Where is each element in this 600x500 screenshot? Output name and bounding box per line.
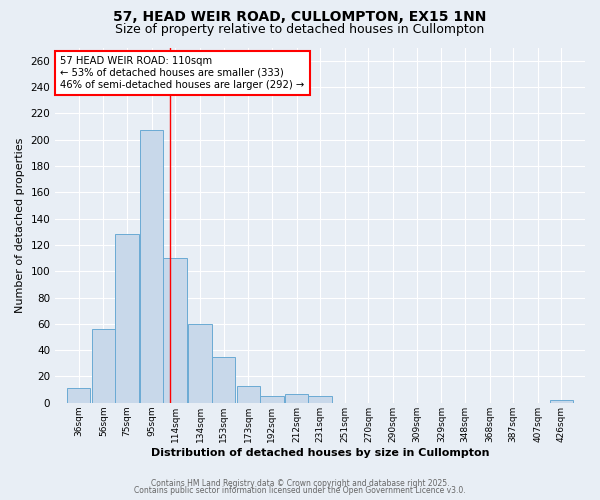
Bar [92,329,115,403]
Y-axis label: Number of detached properties: Number of detached properties [15,138,25,313]
Text: Size of property relative to detached houses in Cullompton: Size of property relative to detached ho… [115,22,485,36]
X-axis label: Distribution of detached houses by size in Cullompton: Distribution of detached houses by size … [151,448,490,458]
Text: 57, HEAD WEIR ROAD, CULLOMPTON, EX15 1NN: 57, HEAD WEIR ROAD, CULLOMPTON, EX15 1NN [113,10,487,24]
Bar [188,324,212,403]
Text: Contains public sector information licensed under the Open Government Licence v3: Contains public sector information licen… [134,486,466,495]
Bar [163,258,187,403]
Bar [236,386,260,403]
Text: 57 HEAD WEIR ROAD: 110sqm
← 53% of detached houses are smaller (333)
46% of semi: 57 HEAD WEIR ROAD: 110sqm ← 53% of detac… [61,56,305,90]
Bar [67,388,91,403]
Bar [140,130,163,403]
Bar [308,396,332,403]
Text: Contains HM Land Registry data © Crown copyright and database right 2025.: Contains HM Land Registry data © Crown c… [151,478,449,488]
Bar [550,400,573,403]
Bar [115,234,139,403]
Bar [212,356,235,403]
Bar [285,394,308,403]
Bar [260,396,284,403]
